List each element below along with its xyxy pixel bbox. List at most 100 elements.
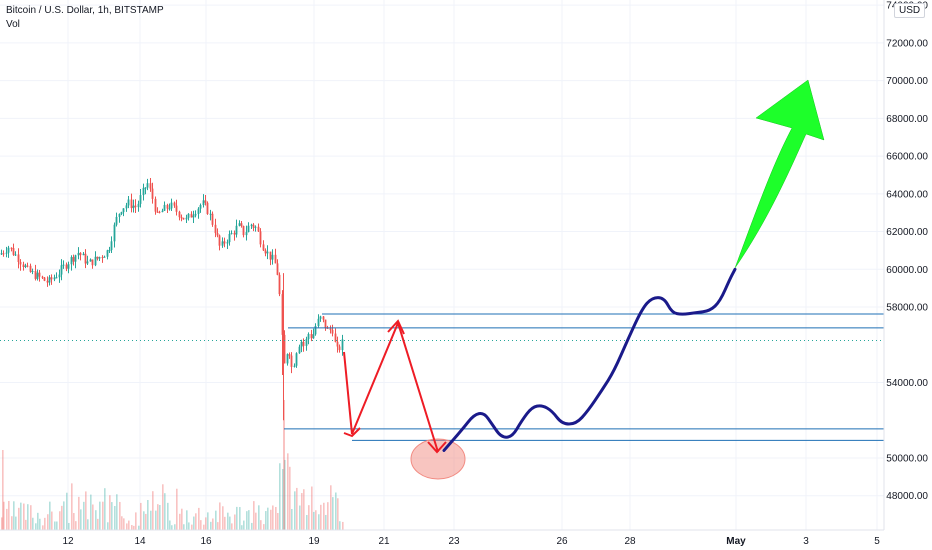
- volume-bar: [167, 502, 169, 530]
- candle-body: [223, 241, 226, 244]
- candle-body: [0, 253, 3, 255]
- candle-body: [194, 213, 197, 216]
- volume-bar: [219, 502, 221, 530]
- candle-body: [96, 256, 99, 259]
- volume-bar: [272, 505, 274, 530]
- volume-bar: [263, 524, 265, 530]
- red-zigzag-arrow: [343, 320, 439, 453]
- candle-body: [293, 365, 296, 367]
- volume-bar: [339, 521, 341, 530]
- candle-body: [134, 205, 137, 208]
- candle-body: [250, 224, 253, 226]
- candle-body: [168, 208, 171, 210]
- volume-bar: [296, 487, 298, 530]
- volume-bar: [234, 514, 236, 530]
- candle-body: [228, 233, 231, 243]
- volume-bar: [342, 521, 344, 530]
- candle-body: [182, 217, 185, 220]
- candle-body: [19, 261, 22, 265]
- candle-body: [218, 235, 221, 246]
- volume-bar: [37, 512, 39, 530]
- volume-bar: [83, 501, 85, 530]
- forecast-path: [442, 267, 737, 452]
- candle-body: [82, 253, 85, 256]
- candle-body: [317, 318, 320, 327]
- volume-bar: [174, 524, 176, 530]
- candle-body: [127, 199, 130, 206]
- volume-bar: [99, 501, 101, 530]
- volume-bar: [188, 522, 190, 530]
- volume-bar: [87, 519, 89, 530]
- candle-body: [322, 316, 325, 320]
- volume-bar: [61, 505, 63, 530]
- candle-body: [62, 264, 65, 266]
- volume-bar: [270, 509, 272, 530]
- candle-body: [158, 211, 161, 213]
- volume-bar: [111, 502, 113, 530]
- candle-body: [72, 257, 75, 262]
- candle-body: [216, 233, 219, 236]
- volume-bar: [283, 400, 285, 530]
- candle-body: [108, 250, 111, 252]
- candle-body: [209, 213, 212, 215]
- volume-bar: [30, 505, 32, 530]
- price-tick-label: 72000.00: [886, 38, 928, 49]
- volume-bar: [54, 521, 56, 530]
- candle-body: [36, 272, 39, 279]
- volume-bar: [315, 510, 317, 530]
- candle-body: [314, 326, 317, 335]
- volume-bar: [114, 506, 116, 530]
- candle-body: [202, 200, 205, 206]
- candle-body: [50, 277, 53, 280]
- volume-bar: [49, 501, 51, 530]
- candle-body: [238, 223, 241, 226]
- price-tick-label: 68000.00: [886, 114, 928, 125]
- volume-bar: [275, 506, 277, 530]
- volume-bar: [44, 517, 46, 530]
- candle-body: [89, 259, 92, 262]
- volume-bar: [18, 507, 20, 530]
- volume-bars: [1, 400, 344, 530]
- volume-bar: [75, 521, 77, 530]
- volume-bar: [267, 507, 269, 530]
- candle-body: [29, 265, 32, 272]
- volume-bar: [258, 505, 260, 530]
- volume-bar: [181, 508, 183, 530]
- candle-body: [281, 294, 284, 335]
- volume-bar: [15, 516, 17, 530]
- candle-body: [144, 187, 147, 189]
- volume-bar: [255, 512, 257, 530]
- volume-bar: [183, 524, 185, 530]
- candle-body: [254, 226, 257, 228]
- vertical-gridlines: [67, 0, 878, 530]
- candle-body: [310, 333, 313, 339]
- volume-bar: [116, 494, 118, 530]
- volume-bar: [104, 488, 106, 530]
- volume-bar: [97, 518, 99, 530]
- volume-bar: [191, 524, 193, 530]
- candle-body: [38, 272, 41, 277]
- volume-bar: [327, 502, 329, 530]
- volume-bar: [42, 525, 44, 530]
- price-tick-label: 62000.00: [886, 227, 928, 238]
- volume-bar: [95, 510, 97, 530]
- volume-bar: [320, 504, 322, 530]
- volume-bar: [63, 501, 65, 530]
- candle-body: [180, 217, 183, 219]
- candle-body: [113, 224, 116, 242]
- candle-body: [324, 319, 327, 328]
- volume-bar: [171, 525, 173, 530]
- time-tick-label: 26: [556, 536, 568, 547]
- candle-body: [146, 183, 149, 188]
- volume-bar: [332, 497, 334, 530]
- volume-bar: [243, 520, 245, 530]
- volume-bar: [35, 523, 37, 530]
- currency-badge[interactable]: USD: [894, 3, 926, 18]
- candle-body: [120, 212, 123, 214]
- volume-bar: [279, 463, 281, 530]
- volume-bar: [294, 491, 296, 530]
- symbol-legend: Bitcoin / U.S. Dollar, 1h, BITSTAMP Vol: [6, 4, 164, 32]
- volume-bar: [155, 510, 157, 530]
- candle-body: [305, 339, 308, 346]
